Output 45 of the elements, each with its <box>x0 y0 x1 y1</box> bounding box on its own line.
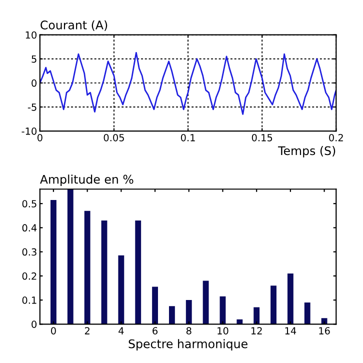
bar <box>101 220 108 324</box>
y-tick-label: 0.5 <box>22 200 36 208</box>
bar <box>152 286 158 324</box>
x-axis-title: Temps (S) <box>278 146 336 158</box>
bar <box>67 189 74 324</box>
y-tick-label: -10 <box>22 128 37 135</box>
bar <box>220 296 226 324</box>
chart-title: Amplitude en % <box>40 174 134 186</box>
y-tick-label: 0.1 <box>22 296 36 304</box>
chart-title: Courant (A) <box>40 20 108 31</box>
x-tick-label: 14 <box>285 327 296 334</box>
x-tick-label: 10 <box>218 327 228 334</box>
x-tick-label: 0.1 <box>180 134 195 142</box>
x-tick-label: 16 <box>319 327 330 334</box>
x-tick-label: 2 <box>84 327 90 334</box>
y-tick-label: 0.2 <box>22 272 36 280</box>
y-tick-label: 0 <box>32 79 37 87</box>
y-tick-label: 10 <box>26 31 37 39</box>
x-tick-label: 12 <box>251 327 262 334</box>
x-axis-title: Spectre harmonique <box>128 339 248 351</box>
bar <box>84 210 90 324</box>
y-tick-label: 0.4 <box>22 224 37 232</box>
x-tick-label: 8 <box>186 327 192 334</box>
x-tick-label: 6 <box>152 327 158 334</box>
bar <box>202 280 209 324</box>
bar <box>287 274 294 324</box>
bar <box>254 307 260 324</box>
bar <box>168 306 175 324</box>
x-tick-label: 0.2 <box>329 134 343 142</box>
y-tick-label: 0 <box>32 320 37 328</box>
bar <box>270 286 276 324</box>
x-tick-label: 4 <box>118 327 124 334</box>
y-tick-label: -5 <box>28 104 36 111</box>
x-tick-label: 0 <box>51 327 56 334</box>
y-tick-label: 5 <box>32 56 36 63</box>
bar <box>50 200 56 324</box>
x-tick-label: 0.15 <box>252 134 272 142</box>
x-tick-label: 0.05 <box>104 134 124 142</box>
bar <box>186 300 192 324</box>
bar <box>304 302 310 324</box>
bar <box>135 220 142 324</box>
y-tick-label: 0.3 <box>22 248 36 256</box>
bar <box>118 255 124 324</box>
line-series <box>40 52 336 115</box>
x-tick-label: 0 <box>37 134 42 142</box>
